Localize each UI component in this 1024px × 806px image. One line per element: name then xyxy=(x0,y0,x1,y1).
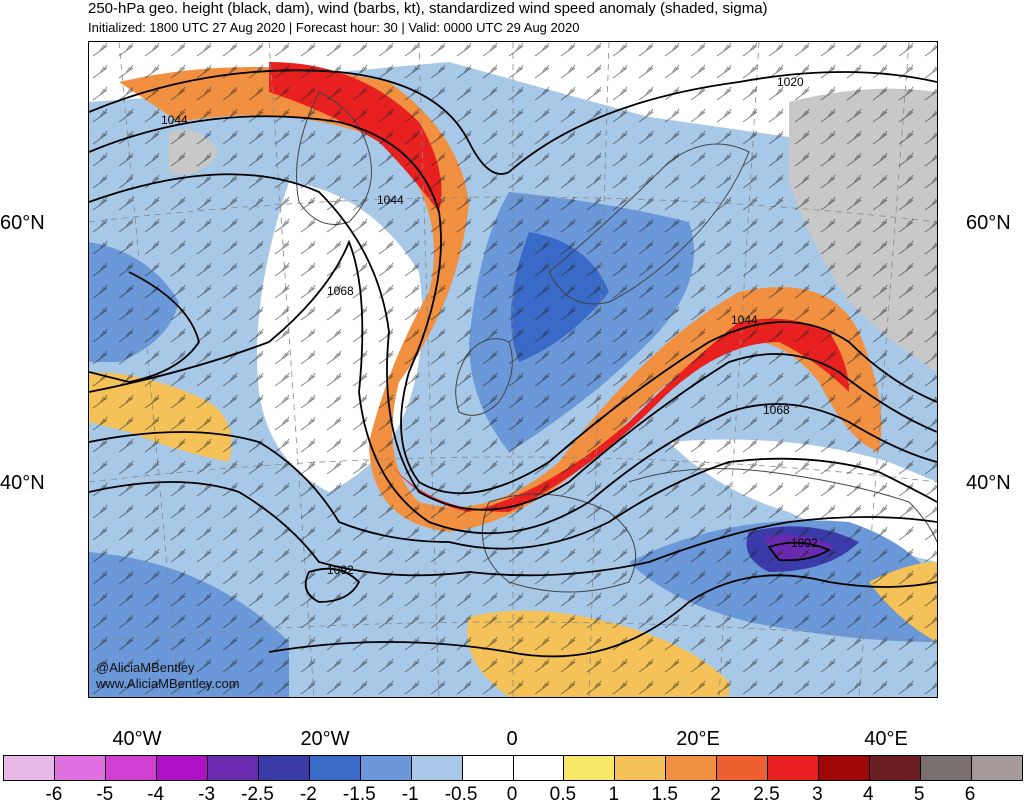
colorbar-tick-label: -6 xyxy=(45,784,63,805)
colorbar-swatch xyxy=(258,756,310,780)
colorbar-tick-label: -4 xyxy=(147,784,165,805)
colorbar-swatch xyxy=(615,756,667,780)
lon-label-20w: 20°W xyxy=(300,728,350,750)
colorbar-swatch xyxy=(564,756,616,780)
lon-label-20e: 20°E xyxy=(676,728,720,750)
weather-map: 1044 1044 1068 1044 1068 1020 1092 1092 xyxy=(88,41,938,698)
colorbar-swatch xyxy=(411,756,463,780)
height-contours xyxy=(89,69,937,658)
colorbar-swatch xyxy=(768,756,820,780)
lat-label-60n-right: 60°N xyxy=(966,212,1011,234)
contour-label-5: 1068 xyxy=(763,403,790,417)
colorbar-tick-label: -5 xyxy=(96,784,114,805)
colorbar-tick-label: -0.5 xyxy=(444,784,478,805)
contour-label-2: 1044 xyxy=(377,193,404,207)
colorbar-tick-label: 1 xyxy=(608,784,620,805)
contour-label-4: 1044 xyxy=(731,313,758,327)
lat-label-60n-left: 60°N xyxy=(0,212,45,234)
colorbar-tick-label: 6 xyxy=(964,784,976,805)
colorbar-swatch xyxy=(666,756,718,780)
colorbar-swatch xyxy=(105,756,157,780)
colorbar-swatch xyxy=(513,756,565,780)
colorbar-swatch xyxy=(870,756,922,780)
colorbar-tick-label: 5 xyxy=(913,784,925,805)
contour-label-1: 1044 xyxy=(161,113,188,127)
lon-label-0: 0 xyxy=(506,728,518,750)
contour-label-7: 1092 xyxy=(791,536,818,550)
colorbar-tick-label: 0 xyxy=(506,784,518,805)
colorbar-swatch xyxy=(360,756,412,780)
colorbar-tick-label: 3 xyxy=(812,784,823,805)
lon-label-40e: 40°E xyxy=(864,728,908,750)
credit-handle: @AliciaMBentley xyxy=(96,660,195,675)
colorbar-swatch xyxy=(717,756,769,780)
lat-label-40n-right: 40°N xyxy=(966,472,1011,494)
colorbar-tick-label: -2 xyxy=(299,784,317,805)
colorbar-tick-label: 2 xyxy=(710,784,721,805)
colorbar-swatch xyxy=(972,756,1023,780)
colorbar-tick-label: -3 xyxy=(198,784,216,805)
map-subtitle: Initialized: 1800 UTC 27 Aug 2020 | Fore… xyxy=(88,20,580,35)
colorbar-swatch xyxy=(156,756,208,780)
colorbar-swatch xyxy=(4,756,55,780)
colorbar-swatch xyxy=(309,756,361,780)
lon-label-40w: 40°W xyxy=(112,728,162,750)
colorbar-tick-label: 1.5 xyxy=(651,784,678,805)
colorbar-swatch xyxy=(54,756,106,780)
colorbar xyxy=(3,755,1023,781)
colorbar-tick-label: 4 xyxy=(863,784,874,805)
lat-label-40n-left: 40°N xyxy=(0,472,45,494)
colorbar-swatch xyxy=(462,756,514,780)
map-canvas: 1044 1044 1068 1044 1068 1020 1092 1092 xyxy=(89,42,937,697)
wind-barbs xyxy=(89,42,937,697)
colorbar-swatch xyxy=(819,756,871,780)
contour-label-6: 1020 xyxy=(777,75,804,89)
colorbar-swatch xyxy=(921,756,973,780)
contour-label-8: 1092 xyxy=(327,563,354,577)
contour-label-3: 1068 xyxy=(327,284,354,298)
map-title: 250-hPa geo. height (black, dam), wind (… xyxy=(88,0,768,17)
colorbar-tick-label: -2.5 xyxy=(241,784,274,805)
credit-website: www.AliciaMBentley.com xyxy=(96,676,240,691)
colorbar-tick-label: -1.5 xyxy=(342,784,376,805)
colorbar-tick-label: 2.5 xyxy=(753,784,780,805)
colorbar-tick-label: -1 xyxy=(401,784,419,805)
colorbar-tick-label: 0.5 xyxy=(549,784,577,805)
colorbar-swatch xyxy=(207,756,259,780)
